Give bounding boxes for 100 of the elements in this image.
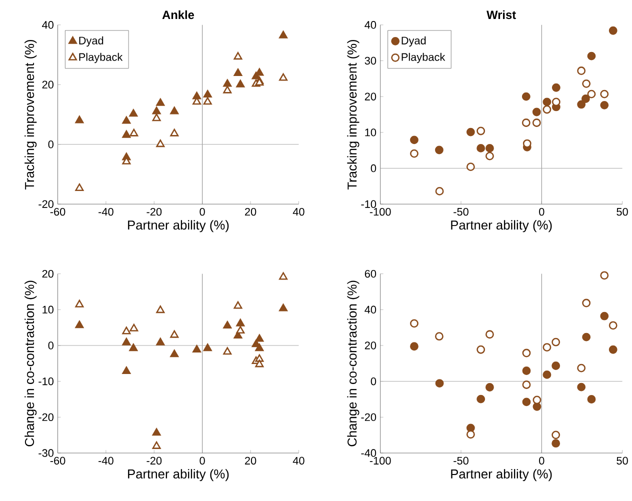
x-tick-label: 0 [539,208,544,216]
point [410,136,418,144]
legend-label: Dyad [402,36,426,47]
legend-label: Dyad [79,36,104,47]
point [600,101,609,110]
chart-title: Wrist [486,10,516,20]
y-tick-label: 20 [364,342,376,350]
point [223,86,232,94]
point [587,52,596,60]
y-tick-label: 0 [370,164,376,172]
point [156,338,165,346]
point [122,116,131,124]
point [75,116,84,124]
y-tick-label: 20 [42,80,54,89]
y-tick-label: -30 [38,449,54,457]
point [577,66,586,76]
point [476,394,486,404]
point [236,318,245,326]
point [552,83,560,92]
point [152,106,161,114]
point [466,430,475,439]
point [577,382,586,392]
point [203,90,212,98]
point [466,162,475,172]
chart-title: Ankle [162,10,194,20]
x-tick-label: 0 [200,208,205,216]
legend-label: Playback [402,53,446,64]
point [542,105,552,114]
y-tick-label: 20 [42,270,54,278]
x-tick-label: -50 [454,208,468,216]
point [542,343,552,352]
point [476,144,486,152]
point [435,332,444,341]
point [577,100,586,109]
y-tick-label: 0 [48,140,54,148]
point [476,345,486,354]
point [485,152,494,160]
x-tick-label: 50 [616,456,628,465]
x-tick-label: 20 [244,208,256,216]
y-tick-label: 0 [48,342,54,350]
point [234,52,242,60]
point [577,364,586,372]
point [522,348,531,358]
point [170,128,179,136]
y-tick-label: -20 [38,200,54,208]
x-tick-label: -40 [98,456,114,465]
point [156,306,165,314]
point [152,114,161,122]
point [581,94,590,104]
y-tick-label: -40 [361,449,376,457]
y-axis-title: Change in co-contraction (%) [347,280,360,446]
point [522,366,531,376]
point [532,396,542,404]
point [435,379,444,388]
point [75,184,84,192]
point [542,98,552,106]
point [522,92,530,101]
point [75,320,84,328]
point [170,350,179,358]
x-axis-title: Partner ability (%) [451,220,552,232]
point [582,298,591,308]
y-tick-label: 60 [364,270,376,278]
point [485,144,494,152]
point [542,370,552,380]
point [156,140,165,148]
x-axis-title: Partner ability (%) [128,220,229,232]
x-tick-label: -20 [146,208,162,216]
x-tick-label: 0 [200,456,205,465]
x-axis-title: Partner ability (%) [128,469,229,482]
point [122,338,131,346]
point [170,330,179,338]
point [129,344,138,352]
x-axis-title: Partner ability (%) [451,469,552,482]
point [587,395,596,404]
y-tick-label: -20 [38,413,54,422]
point [279,304,288,312]
point [587,90,596,98]
x-tick-label: -60 [50,456,66,465]
point [552,338,560,346]
point [234,301,242,309]
y-tick-label: 40 [364,306,376,314]
point [522,398,531,406]
point [410,319,418,328]
x-tick-label: 0 [539,456,544,465]
point [223,321,232,329]
point [522,118,530,128]
y-tick-label: -20 [361,413,376,422]
point [130,324,138,332]
point [122,366,131,374]
point [476,126,486,136]
y-tick-label: -10 [38,378,54,386]
point [279,73,288,81]
y-tick-label: -10 [361,200,376,208]
x-tick-label: -40 [98,208,114,216]
legend-label: Playback [79,53,123,64]
point [600,312,609,320]
point [192,345,202,353]
y-tick-label: 10 [42,306,54,314]
point [203,97,212,105]
y-tick-label: 20 [364,92,376,101]
